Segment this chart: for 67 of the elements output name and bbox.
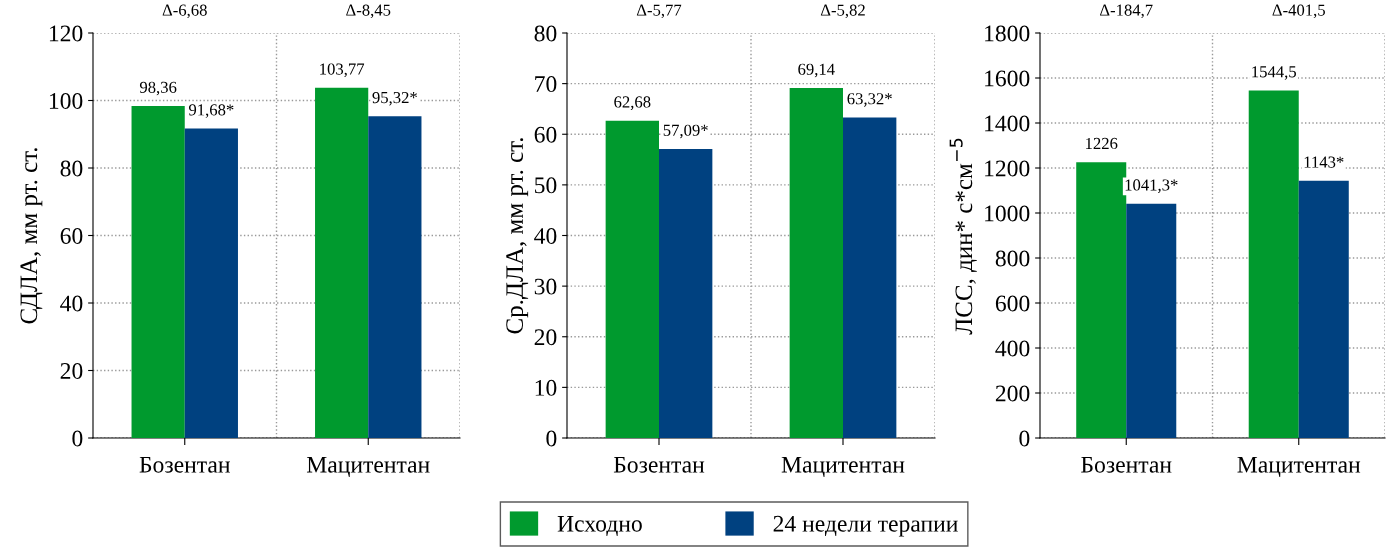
y-tick-label: 1200 — [985, 160, 1030, 177]
bar — [789, 87, 843, 438]
y-tick-label: 800 — [995, 250, 1030, 267]
data-label: 95,32* — [372, 91, 417, 106]
y-tick-label: 40 — [534, 227, 557, 244]
y-tick-label: 50 — [535, 177, 557, 194]
text: Δ-5,77 — [636, 4, 682, 19]
x-tick-label: Бозентан — [139, 456, 230, 473]
y-tick-label: 30 — [534, 278, 557, 295]
y-tick-label: 70 — [535, 76, 557, 93]
bar — [605, 120, 659, 438]
y-tick-label: 80 — [60, 160, 83, 177]
data-label: 1143* — [1304, 156, 1344, 168]
data-label: 1544,5 — [1252, 66, 1296, 80]
text: Δ-6,68 — [162, 4, 207, 19]
x-tick-label: Мацитентан — [306, 456, 430, 478]
y-tick-label: 600 — [995, 295, 1030, 312]
y-axis-title: ЛСС, дин* с*см$^{−5}$ — [949, 138, 977, 335]
y-tick-label: 1600 — [985, 70, 1030, 87]
y-tick-label: 40 — [60, 295, 83, 312]
y-tick-label: 0 — [72, 430, 83, 447]
y-tick-label: 100 — [49, 92, 83, 109]
x-tick-label: Бозентан — [1081, 456, 1172, 473]
bar — [1126, 203, 1177, 438]
bar — [843, 117, 897, 438]
y-tick-label: 60 — [60, 227, 83, 244]
y-tick-label: 120 — [49, 25, 83, 42]
bar — [184, 128, 238, 438]
y-axis-title: СДЛА, мм рт. ст. — [20, 148, 43, 324]
y-tick-label: 400 — [995, 340, 1030, 357]
data-label: 103,77 — [320, 63, 365, 78]
x-tick-label: Бозентан — [613, 456, 705, 473]
data-label: 98,36 — [139, 81, 177, 96]
data-label: 69,14 — [798, 63, 835, 78]
bar — [1076, 162, 1127, 438]
data-label: 1226 — [1086, 137, 1118, 150]
bar — [1248, 90, 1299, 438]
bar — [659, 148, 713, 438]
y-tick-label: 1000 — [985, 205, 1030, 222]
data-label: 63,32* — [847, 93, 892, 107]
bar — [368, 116, 422, 438]
y-tick-label: 0 — [1019, 430, 1030, 447]
bar — [315, 87, 369, 438]
legend-label: Исходно — [557, 516, 642, 537]
y-tick-label: 10 — [535, 379, 557, 396]
y-tick-label: 80 — [534, 25, 557, 42]
bar — [1298, 180, 1349, 438]
y-tick-label: 200 — [995, 385, 1030, 402]
data-label: 1041,3* — [1125, 179, 1178, 193]
x-tick-label: Мацитентан — [781, 456, 905, 478]
x-tick-label: Мацитентан — [1237, 456, 1361, 478]
bar — [131, 106, 185, 438]
text: Δ-5,82 — [820, 4, 865, 19]
y-tick-label: 1400 — [985, 115, 1030, 132]
y-tick-label: 20 — [534, 329, 557, 346]
y-axis-title: Ср.ДЛА, мм рт. ст. — [506, 138, 529, 334]
y-tick-label: 20 — [60, 362, 83, 379]
y-tick-label: 1800 — [985, 25, 1030, 42]
data-label: 62,68 — [614, 96, 651, 110]
data-label: 91,68* — [188, 104, 234, 118]
y-tick-label: 0 — [546, 430, 557, 447]
text: Δ-401,5 — [1272, 4, 1325, 19]
y-tick-label: 60 — [534, 126, 557, 143]
data-label: 57,09* — [663, 124, 708, 139]
text: Δ-184,7 — [1100, 4, 1153, 19]
legend-label: 24 недели терапии — [773, 515, 958, 537]
text: Δ-8,45 — [346, 4, 391, 19]
